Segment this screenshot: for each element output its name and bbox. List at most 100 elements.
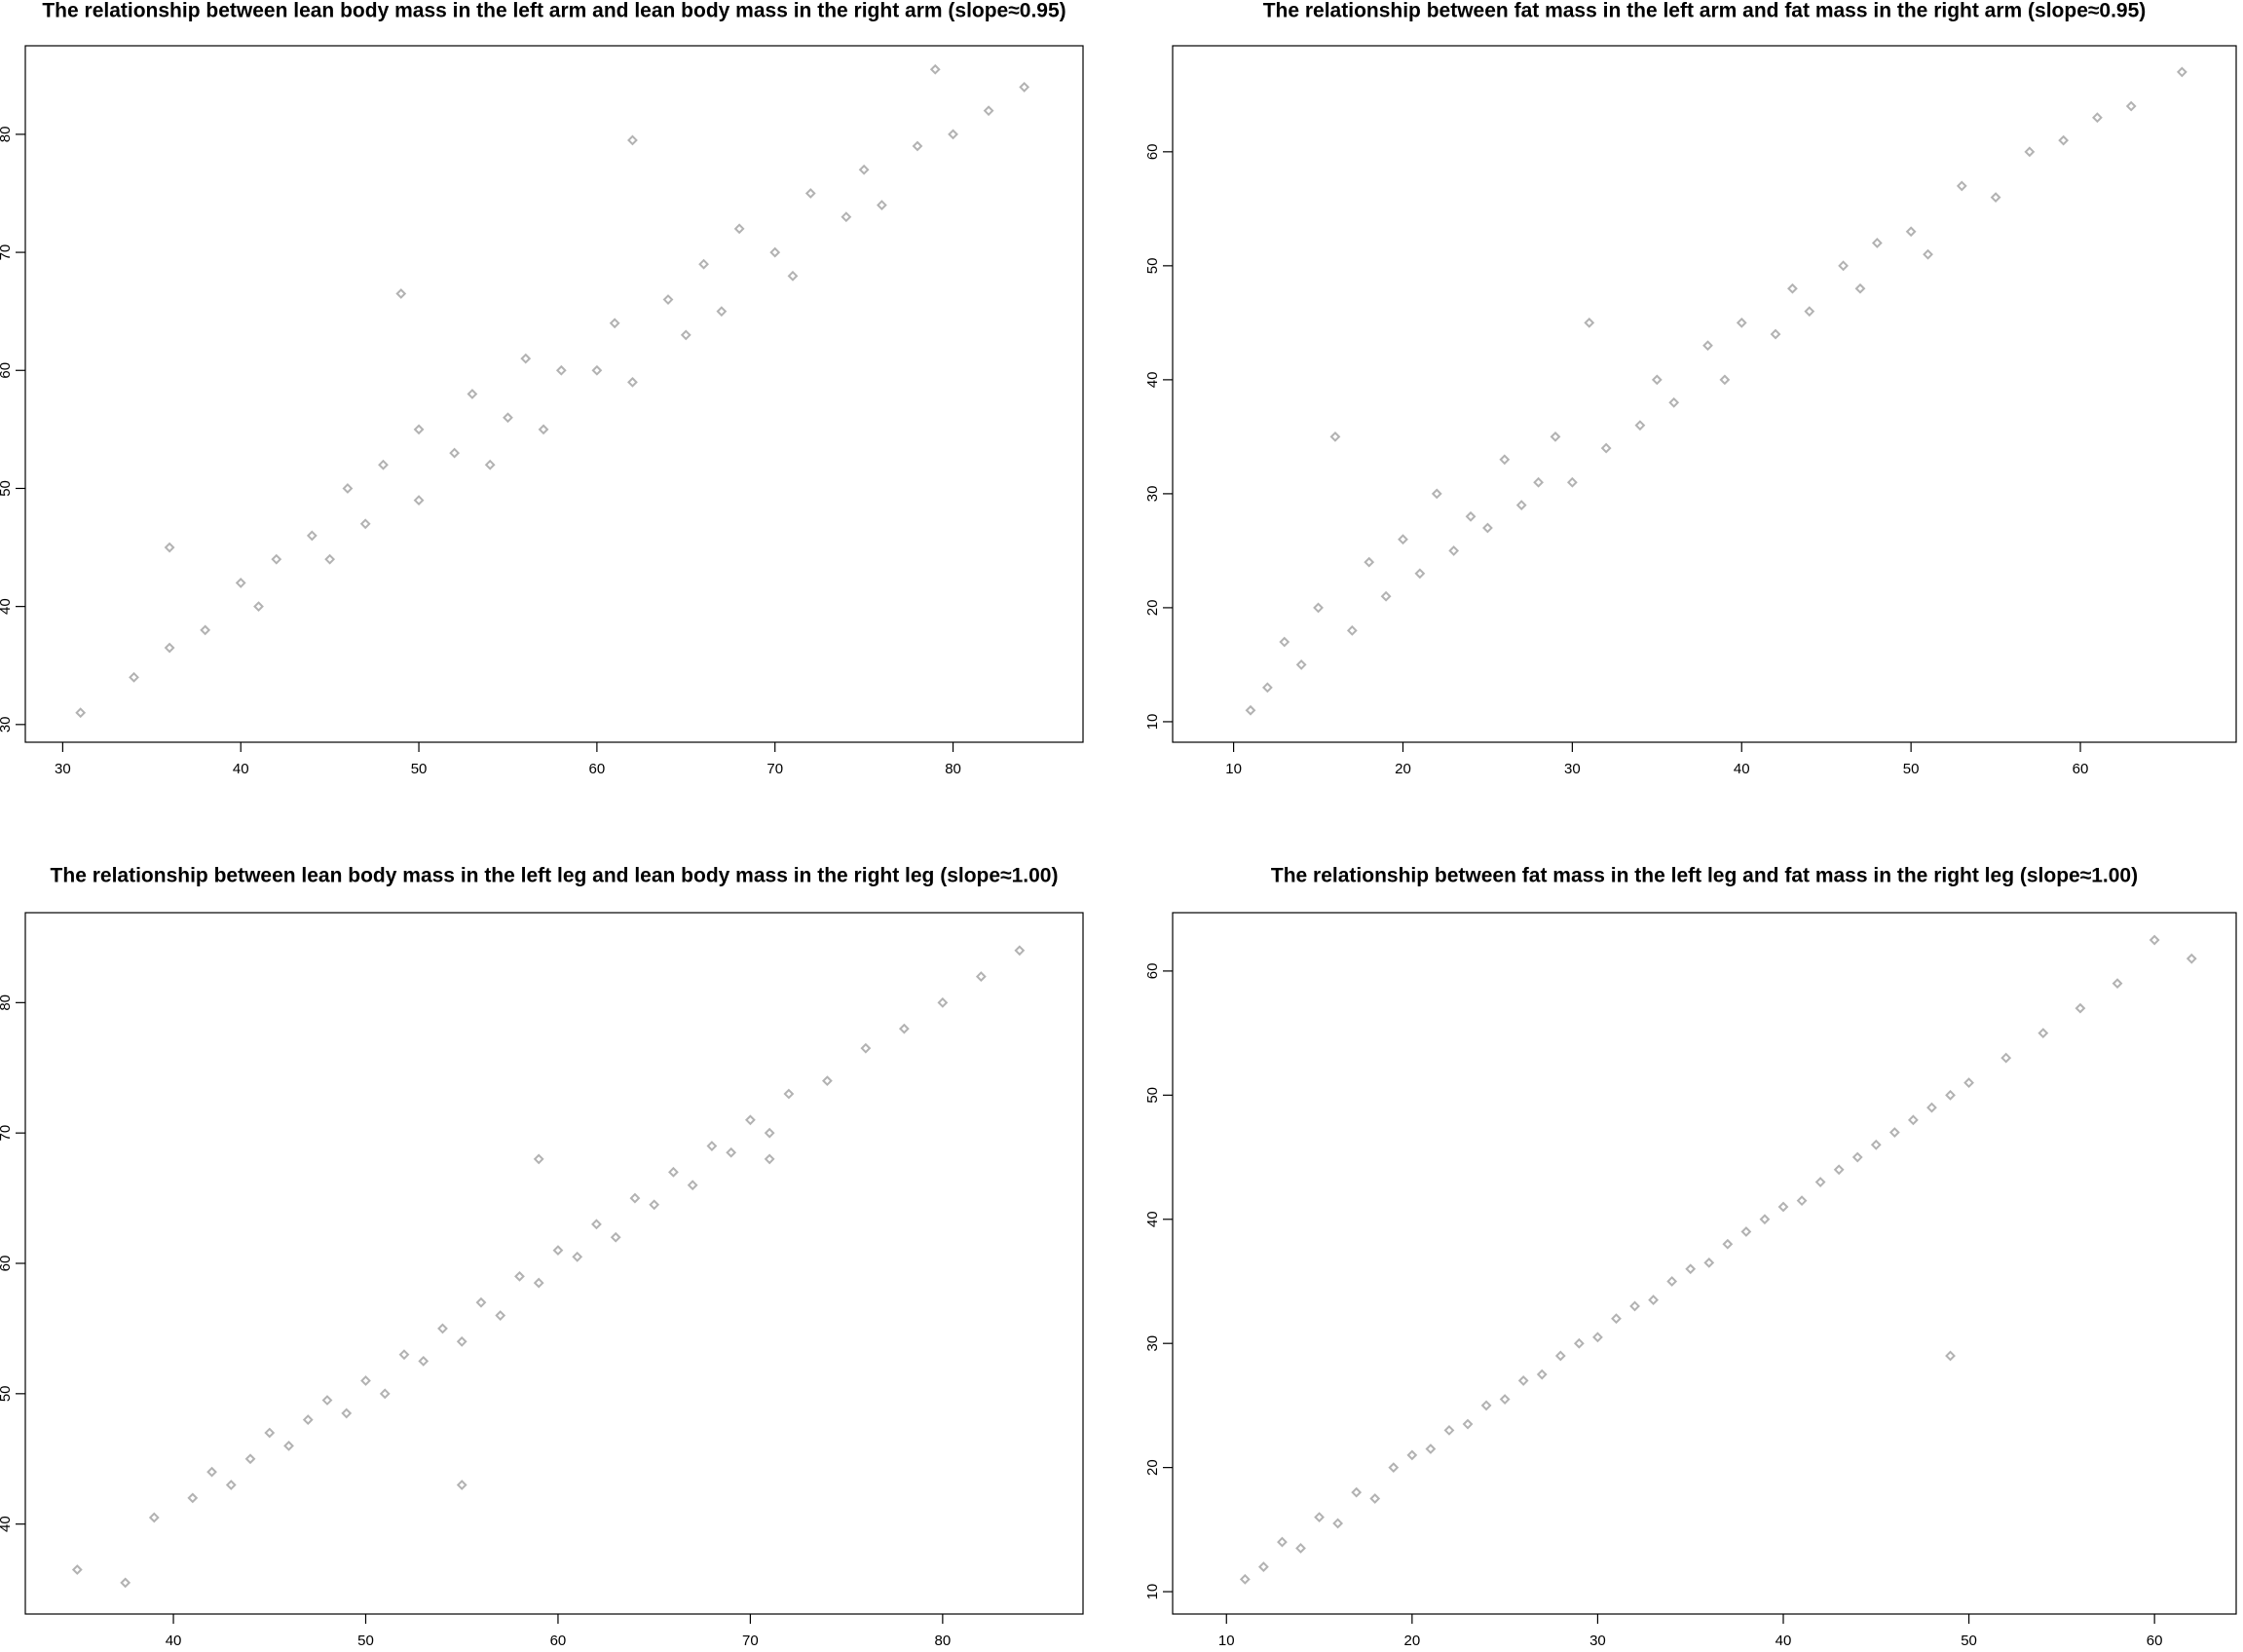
point <box>764 1153 775 1165</box>
point <box>1703 1257 1715 1268</box>
x-tick-label: 50 <box>411 761 428 777</box>
y-tick-label: 40 <box>1144 1211 1161 1227</box>
x-tick-label: 10 <box>1225 761 1242 777</box>
point <box>449 447 461 459</box>
point <box>1926 1102 1937 1113</box>
point <box>2037 1028 2049 1039</box>
point <box>503 412 513 424</box>
x-tick-label: 60 <box>2147 1633 2163 1647</box>
point <box>1277 1536 1288 1548</box>
y-tick-label: 80 <box>0 995 14 1011</box>
point <box>225 1480 237 1490</box>
point <box>2112 978 2123 990</box>
point <box>129 671 139 683</box>
point <box>378 459 389 470</box>
point <box>706 1141 718 1151</box>
point <box>484 459 496 470</box>
point <box>1398 534 1408 545</box>
point <box>1554 1350 1566 1362</box>
point <box>1414 568 1426 580</box>
point <box>1666 1276 1678 1287</box>
point <box>1833 1164 1845 1176</box>
point <box>948 129 958 140</box>
x-tick-label: 20 <box>1395 761 1411 777</box>
x-tick-label: 50 <box>1903 761 1920 777</box>
point <box>610 1231 621 1243</box>
y-tick-label: 70 <box>0 244 14 261</box>
point <box>1838 260 1850 272</box>
point <box>271 553 282 565</box>
y-tick-label: 10 <box>1144 1584 1161 1600</box>
x-tick-label: 40 <box>1776 1633 1792 1647</box>
point <box>379 1388 391 1400</box>
y-tick-label: 50 <box>1144 258 1161 275</box>
y-tick-label: 20 <box>1144 1459 1161 1476</box>
point <box>164 642 175 654</box>
point <box>75 707 87 719</box>
point <box>726 1146 737 1158</box>
point <box>520 353 532 364</box>
point <box>1956 180 1967 192</box>
point <box>1448 544 1460 556</box>
point <box>533 1277 544 1289</box>
point <box>1465 510 1477 522</box>
point <box>1406 1449 1418 1461</box>
point <box>1668 396 1680 408</box>
point <box>1719 374 1731 386</box>
point <box>2176 66 2187 78</box>
point <box>206 1466 217 1478</box>
x-tick-label: 80 <box>945 761 961 777</box>
y-tick-label: 60 <box>0 362 14 379</box>
point <box>1480 1400 1492 1411</box>
point <box>1332 1518 1344 1529</box>
x-tick-label: 60 <box>550 1633 567 1647</box>
point <box>1364 556 1375 568</box>
point <box>821 1075 833 1087</box>
point <box>609 318 620 329</box>
point <box>860 1042 872 1054</box>
point <box>2186 953 2197 964</box>
point <box>324 553 336 565</box>
x-tick-label: 50 <box>357 1633 374 1647</box>
point <box>1584 317 1595 328</box>
point <box>1573 1337 1585 1349</box>
point <box>302 1414 314 1426</box>
point <box>552 1245 564 1257</box>
point <box>1787 282 1798 294</box>
point <box>1019 82 1030 93</box>
y-tick-label: 40 <box>1144 372 1161 389</box>
point <box>1346 624 1358 636</box>
point <box>744 1114 756 1126</box>
y-tick-label: 50 <box>0 480 14 497</box>
point <box>1648 1295 1660 1306</box>
point <box>687 1180 698 1191</box>
point <box>1245 704 1256 716</box>
point <box>148 1512 160 1523</box>
y-tick-label: 80 <box>0 127 14 143</box>
x-tick-label: 40 <box>233 761 249 777</box>
y-tick-label: 30 <box>0 716 14 732</box>
point <box>1515 500 1527 511</box>
point <box>898 1023 910 1034</box>
point <box>71 1564 83 1575</box>
point <box>1907 1114 1919 1126</box>
point <box>456 1480 467 1490</box>
point <box>1611 1313 1622 1325</box>
point <box>1854 282 1866 294</box>
point <box>1871 238 1883 248</box>
point <box>306 530 318 542</box>
point <box>1431 488 1442 500</box>
point <box>253 601 264 613</box>
point <box>1851 1151 1863 1163</box>
point <box>437 1323 448 1334</box>
x-tick-label: 30 <box>1564 761 1581 777</box>
x-tick-label: 30 <box>1589 1633 1606 1647</box>
plot-frame <box>1172 45 2237 743</box>
point <box>1566 476 1578 488</box>
x-tick-label: 40 <box>1734 761 1750 777</box>
point <box>2024 146 2036 158</box>
y-tick-label: 10 <box>1144 714 1161 731</box>
point <box>680 329 692 341</box>
x-tick-label: 10 <box>1218 1633 1235 1647</box>
point <box>1517 1375 1529 1386</box>
